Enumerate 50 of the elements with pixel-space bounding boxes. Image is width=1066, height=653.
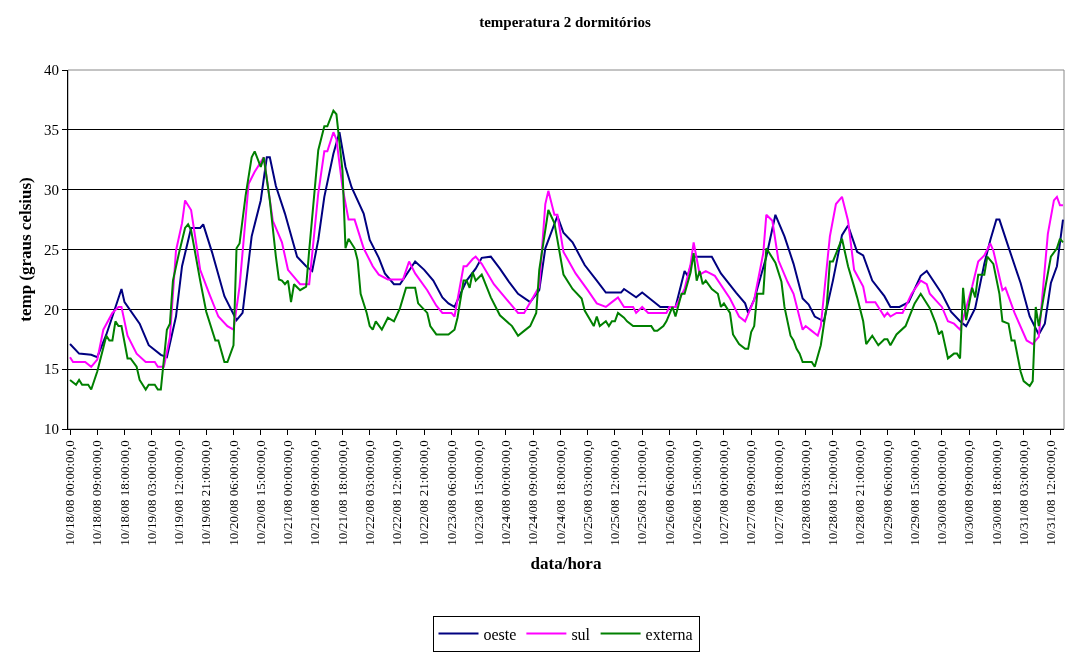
- x-axis-title: data/hora: [530, 554, 602, 574]
- x-tick-label: 10/20/08 06:00:00,0: [225, 440, 241, 546]
- x-tick-label: 10/26/08 15:00:00,0: [688, 440, 704, 546]
- y-tick-label: 10: [44, 421, 59, 438]
- x-tick-label: 10/29/08 15:00:00,0: [906, 440, 922, 546]
- y-axis-title: temp (graus celsius): [15, 177, 35, 322]
- y-tick-label: 35: [44, 122, 59, 139]
- x-tick-label: 10/31/08 12:00:00,0: [1043, 440, 1059, 546]
- x-tick-label: 10/30/08 00:00:00,0: [934, 440, 950, 546]
- x-tick-label: 10/27/08 09:00:00,0: [743, 440, 759, 546]
- legend-label: oeste: [483, 625, 517, 643]
- x-tick-label: 10/23/08 15:00:00,0: [470, 440, 486, 546]
- x-tick-label: 10/25/08 12:00:00,0: [607, 440, 623, 546]
- x-tick-label: 10/28/08 03:00:00,0: [797, 440, 813, 546]
- x-tick-label: 10/22/08 03:00:00,0: [361, 440, 377, 546]
- x-tick-label: 10/21/08 18:00:00,0: [334, 440, 350, 546]
- y-tick-label: 20: [44, 301, 59, 318]
- legend-label: sul: [571, 625, 591, 643]
- x-tick-label: 10/26/08 06:00:00,0: [661, 440, 677, 546]
- y-tick-label: 30: [44, 181, 59, 198]
- x-tick-label: 10/25/08 03:00:00,0: [579, 440, 595, 546]
- x-tick-label: 10/24/08 18:00:00,0: [552, 440, 568, 546]
- x-tick-label: 10/28/08 21:00:00,0: [852, 440, 868, 546]
- x-tick-label: 10/29/08 06:00:00,0: [879, 440, 895, 546]
- x-tick-label: 10/30/08 18:00:00,0: [988, 440, 1004, 546]
- x-tick-label: 10/19/08 21:00:00,0: [198, 440, 214, 546]
- x-tick-label: 10/27/08 18:00:00,0: [770, 440, 786, 546]
- x-tick-label: 10/30/08 09:00:00,0: [961, 440, 977, 546]
- x-tick-label: 10/19/08 03:00:00,0: [143, 440, 159, 546]
- x-tick-label: 10/28/08 12:00:00,0: [825, 440, 841, 546]
- x-tick-label: 10/18/08 18:00:00,0: [116, 440, 132, 546]
- x-tick-label: 10/24/08 00:00:00,0: [498, 440, 514, 546]
- x-tick-label: 10/20/08 15:00:00,0: [252, 440, 268, 546]
- x-tick-label: 10/23/08 06:00:00,0: [443, 440, 459, 546]
- x-tick-label: 10/27/08 00:00:00,0: [716, 440, 732, 546]
- y-tick-label: 15: [44, 361, 59, 378]
- x-tick-label: 10/18/08 09:00:00,0: [89, 440, 105, 546]
- x-tick-label: 10/21/08 09:00:00,0: [307, 440, 323, 546]
- x-tick-label: 10/22/08 12:00:00,0: [389, 440, 405, 546]
- legend-label: externa: [645, 625, 693, 643]
- x-tick-label: 10/31/08 03:00:00,0: [1015, 440, 1031, 546]
- y-tick-label: 40: [44, 62, 59, 79]
- x-tick-label: 10/21/08 00:00:00,0: [280, 440, 296, 546]
- y-tick-label: 25: [44, 241, 59, 258]
- x-tick-label: 10/18/08 00:00:00,0: [62, 440, 78, 546]
- chart-title: temperatura 2 dormitórios: [479, 13, 651, 30]
- x-tick-label: 10/19/08 12:00:00,0: [171, 440, 187, 546]
- x-tick-label: 10/25/08 21:00:00,0: [634, 440, 650, 546]
- x-tick-label: 10/22/08 21:00:00,0: [416, 440, 432, 546]
- x-tick-label: 10/24/08 09:00:00,0: [525, 440, 541, 546]
